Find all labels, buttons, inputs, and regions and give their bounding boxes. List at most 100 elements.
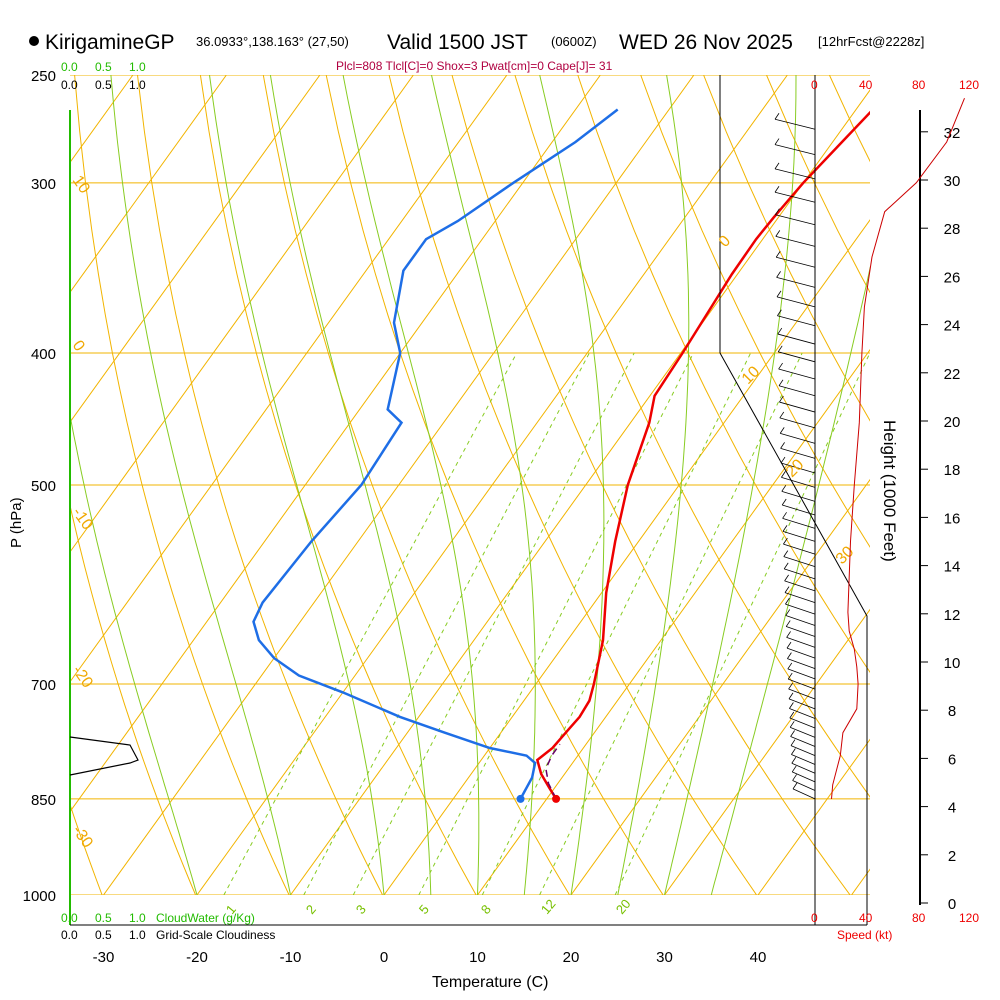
wind-barb-flag — [778, 379, 784, 387]
height-tick-4: 4 — [948, 800, 956, 817]
grid-lines — [70, 75, 870, 895]
wind-barb — [790, 745, 816, 756]
wind-barb-flag — [785, 620, 791, 627]
temperature-tick-20: 20 — [563, 949, 580, 966]
indices-line: Plcl=808 Tlcl[C]=0 Shox=3 Pwat[cm]=0 Cap… — [336, 59, 613, 73]
dry-adiabat — [640, 75, 870, 548]
moist-adiabat — [269, 75, 432, 895]
dry-adiabat-label: -20 — [69, 663, 96, 692]
dry-adiabat — [199, 75, 477, 895]
height-tick-22: 22 — [944, 366, 961, 383]
wind-barb — [787, 658, 816, 669]
wind-barb — [782, 504, 816, 516]
wind-barb-flag — [779, 427, 785, 434]
wind-barb — [785, 615, 816, 626]
speed-top-120: 120 — [959, 78, 979, 92]
wind-barb — [787, 668, 816, 680]
wind-barb-flag — [787, 662, 793, 670]
wind-barb — [784, 580, 816, 592]
y-axis-label: P (hPa) — [8, 497, 25, 548]
isotherm--80 — [70, 75, 227, 294]
valid-utc: (0600Z) — [551, 34, 597, 49]
height-tick-16: 16 — [944, 510, 961, 527]
isotherm-10 — [477, 349, 870, 895]
wind-barb-flag — [790, 730, 795, 737]
wind-barb — [791, 762, 816, 774]
wind-barb-flag — [787, 672, 793, 680]
speed-bot-120: 120 — [959, 911, 979, 925]
surface-temperature-point — [552, 794, 561, 803]
moist-adiabat — [110, 75, 291, 895]
speed-top-80: 80 — [912, 78, 926, 92]
wind-barb-flag — [775, 208, 780, 215]
height-tick-26: 26 — [944, 269, 961, 286]
wind-barb-flag — [785, 597, 790, 605]
cloud-black-0-b: 0.0 — [61, 928, 78, 942]
cloud-green-1-b: 1.0 — [129, 911, 146, 925]
parcel-line — [545, 743, 561, 800]
wind-barb — [775, 214, 816, 226]
moist-adiabat — [431, 75, 536, 895]
wind-barb-flag — [791, 757, 797, 764]
wind-barb — [785, 603, 816, 615]
mixing-ratio-label-3: 3 — [353, 902, 369, 917]
wind-barb-flag — [784, 574, 789, 582]
wind-barb — [783, 543, 816, 555]
speed-top-40: 40 — [859, 78, 873, 92]
wind-barb-flag — [777, 345, 783, 353]
wind-barb — [788, 698, 816, 710]
wind-barb-flag — [781, 485, 787, 492]
wind-barb-flag — [774, 138, 780, 145]
wind-barb — [780, 432, 816, 444]
wind-barb — [774, 118, 816, 130]
wind-barb — [792, 788, 816, 800]
temperature-tick-10: 10 — [469, 949, 486, 966]
isotherm-50 — [851, 868, 870, 895]
cloud-green-05: 0.5 — [95, 60, 112, 74]
dry-adiabat-label: 0 — [69, 338, 88, 355]
cloudiness-profile — [69, 736, 139, 776]
temperature-tick-30: 30 — [656, 949, 673, 966]
wind-barbs — [774, 112, 816, 800]
wind-barb — [790, 736, 816, 747]
wind-barb-flag — [777, 309, 782, 316]
mixing-ratio-label-8: 8 — [478, 902, 494, 917]
mixing-ratio-label-5: 5 — [416, 902, 432, 917]
wind-barb — [775, 235, 816, 247]
wind-barb-flag — [781, 471, 786, 478]
height-tick-12: 12 — [944, 607, 961, 624]
height-tick-10: 10 — [944, 655, 961, 672]
wind-barb-flag — [778, 362, 783, 370]
speed-scale-bottom: 0 40 80 120 Speed (kt) — [811, 911, 979, 942]
height-tick-30: 30 — [944, 173, 961, 190]
plot-frame-right — [719, 75, 868, 925]
cloudiness-label: Grid-Scale Cloudiness — [156, 928, 275, 942]
moist-adiabat — [342, 75, 480, 895]
wind-barb — [781, 476, 816, 488]
cloud-scale-top: 0.0 0.5 1.0 0.0 0.5 1.0 — [61, 60, 146, 92]
mixing-ratio-label-12: 12 — [538, 896, 559, 917]
wind-barb — [778, 385, 816, 397]
wind-barb-flag — [780, 456, 786, 464]
wind-barb — [790, 726, 816, 738]
wind-barb — [780, 462, 816, 474]
isotherm-30 — [664, 608, 870, 895]
isotherm--60 — [70, 75, 414, 553]
wind-barb — [786, 626, 816, 637]
dry-adiabat — [70, 803, 103, 895]
dry-adiabat — [577, 75, 870, 674]
wind-barb-flag — [792, 774, 797, 781]
height-tick-32: 32 — [944, 125, 961, 142]
wind-barb-flag — [782, 512, 787, 519]
wind-barb-flag — [776, 290, 782, 298]
wind-barb — [778, 351, 816, 363]
wind-barb-flag — [789, 711, 795, 719]
wind-barb-flag — [775, 230, 781, 237]
wind-barb-flag — [792, 782, 798, 790]
wind-barb-flag — [780, 442, 785, 449]
wind-barb-flag — [786, 631, 791, 638]
wind-barb-flag — [784, 586, 790, 593]
cloud-scale-bottom: 0.0 0.5 1.0 CloudWater (g/Kg) 0.0 0.5 1.… — [61, 911, 275, 942]
isotherm-label-10: 10 — [739, 363, 764, 388]
isotherm--40 — [70, 75, 601, 813]
